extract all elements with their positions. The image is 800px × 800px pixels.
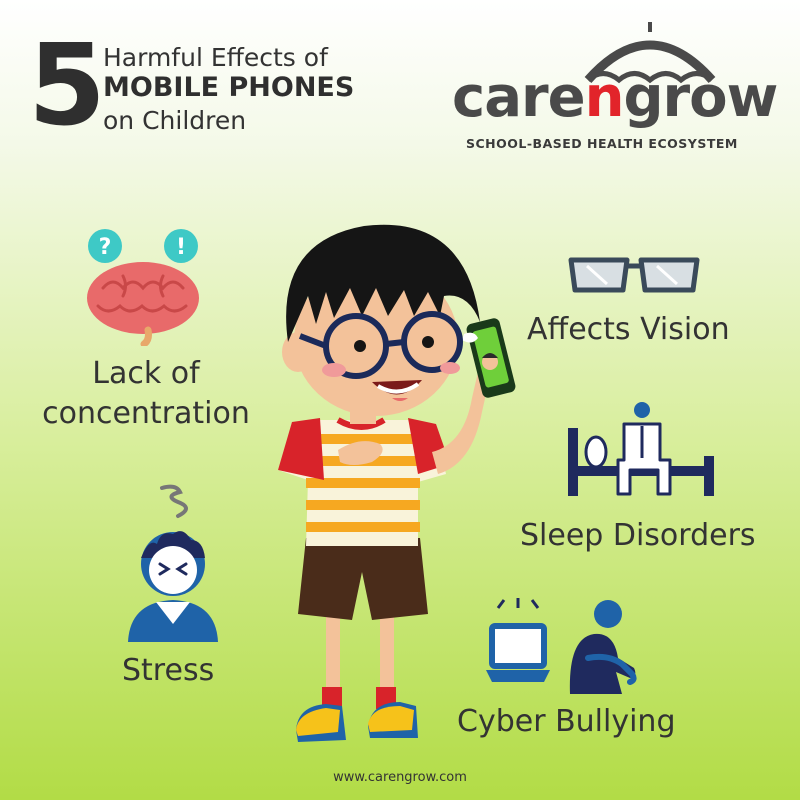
- svg-text:?: ?: [99, 235, 112, 260]
- laptop-sad-person-icon: [486, 598, 637, 694]
- logo-word-part2: grow: [623, 65, 778, 130]
- label-sleep-disorders: Sleep Disorders: [520, 518, 756, 553]
- title-line-1: Harmful Effects of: [103, 43, 328, 72]
- logo-wordmark: carengrow: [452, 70, 778, 126]
- title-line-2: MOBILE PHONES: [103, 72, 355, 103]
- svg-text:!: !: [176, 235, 186, 260]
- brain-question-icon: ? !: [87, 229, 199, 346]
- label-line-2: concentration: [42, 396, 250, 431]
- label-line-1: Lack of: [92, 356, 200, 391]
- label-affects-vision: Affects Vision: [527, 312, 730, 347]
- header-number: 5: [28, 21, 106, 151]
- footer-website: www.carengrow.com: [333, 770, 467, 785]
- glasses-icon: [568, 257, 700, 293]
- bed-person-icon: [568, 402, 714, 496]
- logo-word-part1: care: [452, 65, 586, 130]
- label-lack-of-concentration: Lack of concentration: [20, 354, 272, 434]
- boy-with-phone-illustration: [278, 224, 516, 742]
- label-stress: Stress: [122, 653, 215, 688]
- stressed-person-icon: [128, 484, 218, 642]
- logo-word-accent: n: [584, 65, 625, 130]
- logo-tagline: SCHOOL-BASED HEALTH ECOSYSTEM: [466, 136, 738, 151]
- title-line-3: on Children: [103, 106, 247, 135]
- umbrella-logo-icon: [584, 22, 716, 84]
- label-cyber-bullying: Cyber Bullying: [457, 704, 676, 739]
